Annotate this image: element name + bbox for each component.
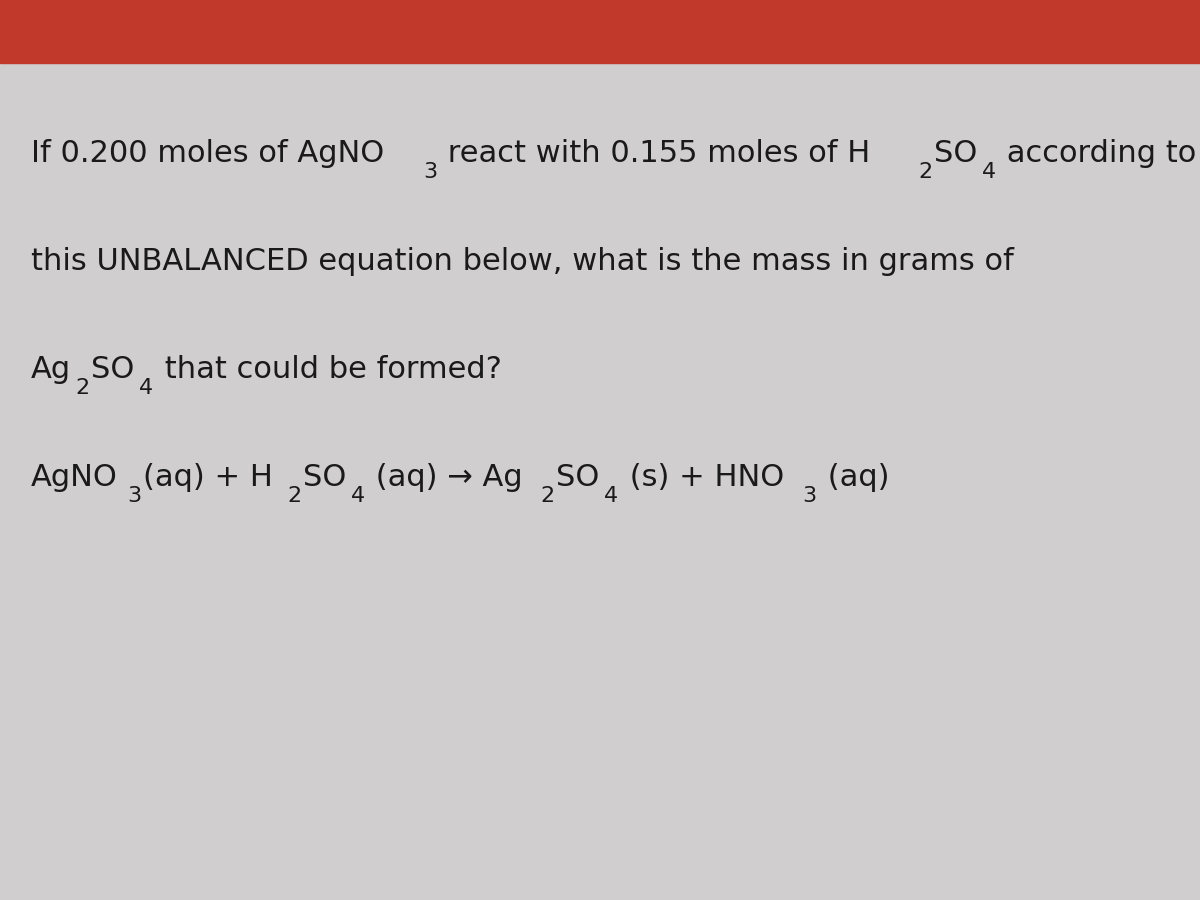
Text: this UNBALANCED equation below, what is the mass in grams of: this UNBALANCED equation below, what is …	[31, 247, 1014, 276]
Text: AgNO: AgNO	[31, 463, 118, 492]
Text: Ag: Ag	[31, 355, 71, 384]
Text: 3: 3	[127, 486, 142, 506]
Text: SO: SO	[302, 463, 346, 492]
Text: that could be formed?: that could be formed?	[155, 355, 502, 384]
Text: If 0.200 moles of AgNO: If 0.200 moles of AgNO	[31, 139, 384, 168]
Text: SO: SO	[556, 463, 599, 492]
Text: 3: 3	[422, 162, 437, 182]
Text: 2: 2	[76, 378, 90, 398]
Text: (aq) → Ag: (aq) → Ag	[366, 463, 523, 492]
Text: 4: 4	[139, 378, 154, 398]
Text: react with 0.155 moles of H: react with 0.155 moles of H	[438, 139, 871, 168]
Text: 4: 4	[350, 486, 365, 506]
Text: 2: 2	[287, 486, 301, 506]
Text: according to: according to	[997, 139, 1196, 168]
Text: (aq) + H: (aq) + H	[143, 463, 272, 492]
Text: 4: 4	[982, 162, 996, 182]
Text: 4: 4	[604, 486, 618, 506]
Text: 2: 2	[918, 162, 932, 182]
Text: (s) + HNO: (s) + HNO	[619, 463, 784, 492]
Text: 3: 3	[802, 486, 816, 506]
Text: 2: 2	[540, 486, 554, 506]
Text: SO: SO	[934, 139, 977, 168]
Text: (aq): (aq)	[817, 463, 889, 492]
Text: SO: SO	[91, 355, 134, 384]
